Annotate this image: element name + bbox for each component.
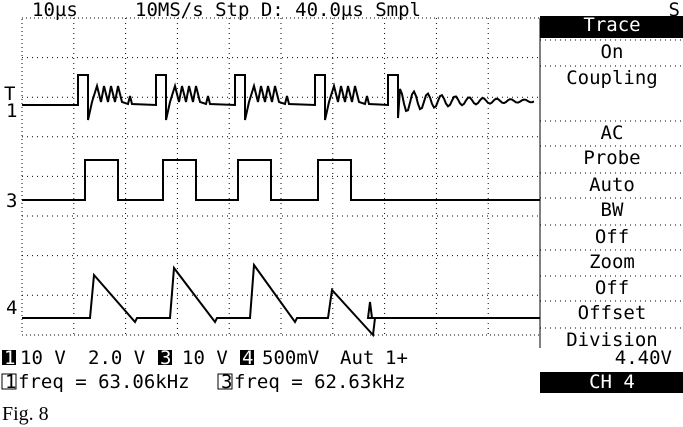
menu-item: Coupling	[566, 67, 658, 89]
channel-badge	[2, 350, 16, 365]
badge-label: 3	[221, 371, 232, 393]
menu-item: Probe	[583, 147, 640, 169]
status-field: 10 V	[20, 347, 66, 369]
menu-item: Off	[595, 277, 629, 299]
status-field: freq = 62.63kHz	[234, 371, 406, 393]
caption: Fig. 8	[2, 403, 49, 425]
channel-marker: 1	[6, 100, 17, 122]
timebase: 10µs	[32, 0, 78, 21]
menu-item: Zoom	[589, 251, 635, 273]
status-field: Aut	[340, 347, 374, 369]
menu-item: AC	[601, 122, 624, 144]
menu-item: BW	[601, 199, 624, 221]
trace-ch3	[22, 159, 540, 201]
channel-marker: 3	[6, 190, 17, 212]
status-field: 4.40V	[615, 347, 672, 369]
menu-item: Auto	[589, 174, 635, 196]
status-field: freq = 63.06kHz	[18, 371, 190, 393]
menu-item: On	[601, 41, 624, 63]
status-field: 500mV	[262, 347, 319, 369]
ch-highlight	[540, 372, 683, 393]
channel-badge	[217, 373, 233, 390]
menu-item: Trace	[583, 14, 640, 36]
menu-item: Offset	[578, 302, 647, 324]
trigger-marker: T	[4, 83, 15, 105]
menu-item: Division	[566, 329, 658, 351]
channel-marker: 4	[6, 297, 17, 319]
channel-badge	[158, 350, 172, 365]
menu-item: Off	[595, 226, 629, 248]
status-field: CH 4	[589, 371, 635, 393]
menu-highlight	[540, 16, 683, 38]
channel-badge	[240, 350, 254, 365]
trace-ch4	[22, 262, 540, 338]
badge-label: 4	[242, 347, 253, 369]
acquisition: 10MS/s Stp D: 40.0µs Smpl	[135, 0, 421, 21]
channel-badge	[1, 373, 17, 390]
status-field: 10 V	[182, 347, 228, 369]
badge-label: 1	[4, 347, 15, 369]
status-field: 2.0 V	[88, 347, 145, 369]
badge-label: 1	[5, 371, 16, 393]
badge-label: 3	[160, 347, 171, 369]
status-field: 1+	[385, 347, 408, 369]
trace-ch1	[22, 74, 535, 121]
mode: S	[669, 0, 680, 21]
